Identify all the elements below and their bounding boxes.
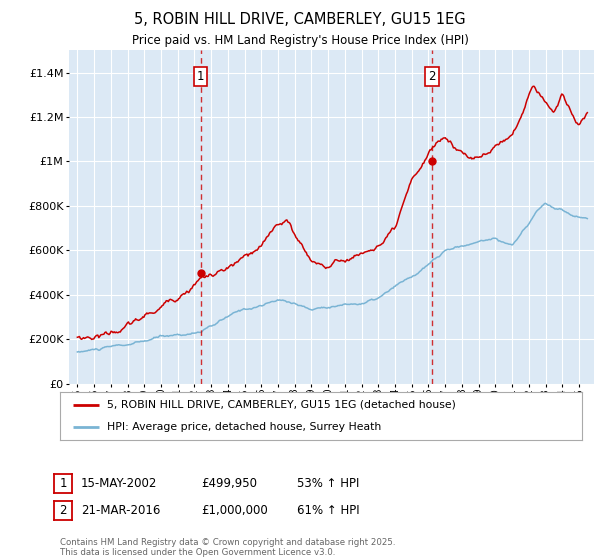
Text: 2: 2 <box>428 71 436 83</box>
Text: HPI: Average price, detached house, Surrey Heath: HPI: Average price, detached house, Surr… <box>107 422 381 432</box>
Text: 53% ↑ HPI: 53% ↑ HPI <box>297 477 359 490</box>
Text: 15-MAY-2002: 15-MAY-2002 <box>81 477 157 490</box>
Text: 61% ↑ HPI: 61% ↑ HPI <box>297 504 359 517</box>
Text: £1,000,000: £1,000,000 <box>201 504 268 517</box>
Text: 2: 2 <box>59 504 67 517</box>
Text: 21-MAR-2016: 21-MAR-2016 <box>81 504 160 517</box>
Text: Price paid vs. HM Land Registry's House Price Index (HPI): Price paid vs. HM Land Registry's House … <box>131 34 469 46</box>
Text: 1: 1 <box>197 71 205 83</box>
Text: 5, ROBIN HILL DRIVE, CAMBERLEY, GU15 1EG (detached house): 5, ROBIN HILL DRIVE, CAMBERLEY, GU15 1EG… <box>107 400 456 410</box>
Text: 1: 1 <box>59 477 67 490</box>
Text: £499,950: £499,950 <box>201 477 257 490</box>
Text: 5, ROBIN HILL DRIVE, CAMBERLEY, GU15 1EG: 5, ROBIN HILL DRIVE, CAMBERLEY, GU15 1EG <box>134 12 466 27</box>
Text: Contains HM Land Registry data © Crown copyright and database right 2025.
This d: Contains HM Land Registry data © Crown c… <box>60 538 395 557</box>
